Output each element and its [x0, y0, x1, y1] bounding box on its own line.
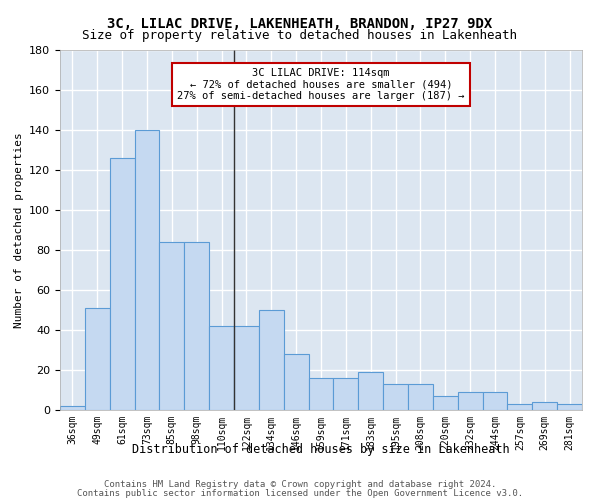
Bar	[110, 158, 134, 410]
Bar	[458, 392, 482, 410]
Y-axis label: Number of detached properties: Number of detached properties	[14, 132, 23, 328]
Text: Size of property relative to detached houses in Lakenheath: Size of property relative to detached ho…	[83, 29, 517, 42]
Bar	[184, 242, 209, 410]
Text: Contains public sector information licensed under the Open Government Licence v3: Contains public sector information licen…	[77, 488, 523, 498]
Bar	[234, 326, 259, 410]
Text: 3C LILAC DRIVE: 114sqm
← 72% of detached houses are smaller (494)
27% of semi-de: 3C LILAC DRIVE: 114sqm ← 72% of detached…	[177, 68, 465, 101]
Bar	[209, 326, 234, 410]
Bar	[308, 378, 334, 410]
Bar	[532, 402, 557, 410]
Bar	[134, 130, 160, 410]
Text: Distribution of detached houses by size in Lakenheath: Distribution of detached houses by size …	[132, 442, 510, 456]
Text: 3C, LILAC DRIVE, LAKENHEATH, BRANDON, IP27 9DX: 3C, LILAC DRIVE, LAKENHEATH, BRANDON, IP…	[107, 18, 493, 32]
Bar	[482, 392, 508, 410]
Bar	[358, 372, 383, 410]
Bar	[259, 310, 284, 410]
Bar	[160, 242, 184, 410]
Bar	[334, 378, 358, 410]
Bar	[557, 404, 582, 410]
Bar	[85, 308, 110, 410]
Bar	[408, 384, 433, 410]
Bar	[383, 384, 408, 410]
Bar	[60, 406, 85, 410]
Bar	[433, 396, 458, 410]
Bar	[508, 404, 532, 410]
Text: Contains HM Land Registry data © Crown copyright and database right 2024.: Contains HM Land Registry data © Crown c…	[104, 480, 496, 489]
Bar	[284, 354, 308, 410]
